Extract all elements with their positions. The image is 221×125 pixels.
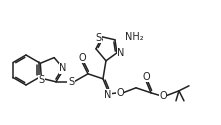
Text: O: O — [159, 91, 167, 101]
Text: S: S — [68, 77, 74, 87]
Text: N: N — [59, 63, 67, 73]
Text: N: N — [104, 90, 112, 100]
Text: O: O — [142, 72, 150, 82]
Text: NH₂: NH₂ — [125, 32, 144, 42]
Text: O: O — [78, 53, 86, 63]
Text: S: S — [39, 75, 45, 85]
Text: S: S — [95, 33, 101, 43]
Text: O: O — [116, 88, 124, 98]
Text: N: N — [117, 48, 125, 58]
